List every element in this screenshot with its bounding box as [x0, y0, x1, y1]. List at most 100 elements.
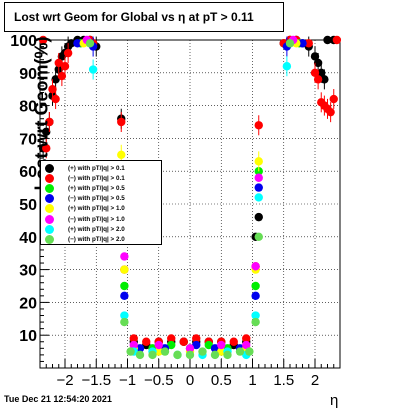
data-point-series-2 [167, 334, 176, 343]
legend-marker [45, 163, 54, 173]
legend-marker [45, 194, 54, 204]
data-point-series-4 [135, 344, 145, 353]
data-point-series-1 [323, 35, 332, 45]
y-tick-label: 80 [19, 99, 37, 116]
data-point-series-2 [51, 94, 60, 104]
data-point-series-2 [242, 334, 251, 343]
chart-title: Lost wrt Geom for Global vs η at pT > 0.… [4, 2, 284, 32]
data-point-series-6 [154, 340, 163, 350]
x-tick-label: 2 [311, 372, 319, 389]
data-point-series-4 [251, 291, 260, 301]
x-tick-label: 0.5 [211, 372, 232, 389]
data-point-series-2 [310, 68, 320, 78]
data-point-series-7 [120, 311, 129, 320]
data-point-series-5 [154, 347, 163, 356]
y-tick-label: 100 [10, 33, 37, 50]
data-point-series-7 [88, 65, 98, 74]
x-tick-label: −1.5 [81, 372, 111, 389]
data-point-series-2 [179, 337, 188, 346]
y-tick-label: 30 [19, 263, 37, 280]
x-tick-label: 1.5 [273, 372, 294, 389]
data-point-series-4 [120, 291, 129, 301]
data-point-series-8 [198, 347, 207, 356]
legend-entry: (−) with pT/|q| > 1.0 [45, 214, 161, 224]
data-point-series-1 [310, 52, 320, 61]
data-point-series-5 [254, 157, 263, 166]
data-point-series-3 [167, 340, 176, 350]
data-point-series-8 [135, 350, 145, 360]
data-point-series-2 [117, 117, 126, 127]
legend-entry: (+) with pT/|q| > 2.0 [45, 224, 161, 234]
data-point-series-2 [192, 334, 201, 343]
y-tick-label: 90 [19, 66, 37, 83]
legend-entry: (+) with pT/|q| > 0.5 [45, 183, 161, 193]
data-point-series-1 [317, 68, 326, 78]
data-point-series-2 [229, 337, 238, 346]
x-tick-label: −2 [56, 372, 73, 389]
x-tick-label: 1 [248, 372, 256, 389]
legend: (+) with pT/|q| > 0.1 (−) with pT/|q| > 0… [40, 160, 162, 245]
data-point-series-4 [192, 340, 201, 350]
x-tick-label: −1 [119, 372, 136, 389]
legend-entry: (−) with pT/|q| > 0.5 [45, 194, 161, 204]
data-point-series-8 [254, 232, 263, 241]
y-tick-label: 20 [19, 295, 37, 312]
legend-entry: (+) with pT/|q| > 0.1 [45, 163, 161, 173]
legend-label: (+) with pT/|q| > 2.0 [68, 225, 125, 233]
y-tick-label: 10 [19, 328, 37, 345]
y-tick-label: 40 [19, 230, 37, 247]
data-point-series-6 [217, 340, 226, 350]
data-point-series-1 [51, 75, 60, 84]
legend-label: (−) with pT/|q| > 0.5 [68, 195, 125, 203]
data-point-series-8 [223, 350, 232, 360]
data-point-series-2 [63, 48, 73, 58]
legend-label: (−) with pT/|q| > 1.0 [68, 215, 125, 223]
data-point-series-2 [254, 121, 263, 130]
legend-marker [45, 234, 54, 244]
y-tick-label: 70 [19, 131, 37, 148]
data-point-series-8 [173, 350, 182, 360]
y-tick-label: 50 [19, 197, 37, 214]
x-axis-label: η [330, 392, 339, 409]
data-point-series-4 [254, 183, 263, 192]
data-point-series-3 [251, 281, 260, 291]
y-tick-label: 60 [19, 164, 37, 181]
data-point-series-8 [285, 39, 295, 48]
data-point-series-2 [42, 144, 51, 153]
legend-entry: (−) with pT/|q| > 0.1 [45, 173, 161, 183]
legend-marker [45, 214, 54, 224]
data-point-series-1 [320, 75, 329, 84]
data-point-series-6 [251, 262, 260, 271]
data-point-series-2 [332, 35, 342, 45]
data-point-series-2 [60, 62, 70, 71]
data-point-series-6 [242, 340, 251, 350]
data-point-series-4 [73, 39, 82, 48]
data-point-series-2 [326, 107, 335, 117]
data-point-series-8 [245, 347, 254, 356]
data-point-series-6 [120, 252, 129, 261]
data-point-series-5 [120, 265, 129, 274]
data-point-series-5 [217, 347, 226, 356]
data-point-series-8 [120, 317, 129, 327]
data-point-series-3 [120, 281, 129, 291]
data-point-series-1 [67, 39, 76, 48]
data-point-series-2 [329, 94, 338, 104]
data-point-series-6 [129, 340, 138, 350]
data-point-series-7 [251, 311, 260, 320]
x-tick-label: 0 [186, 372, 194, 389]
data-point-series-6 [185, 344, 195, 353]
legend-marker [45, 204, 54, 214]
data-point-series-2 [129, 334, 138, 343]
legend-entry: (+) with pT/|q| > 1.0 [45, 204, 161, 214]
legend-label: (+) with pT/|q| > 0.1 [68, 164, 125, 172]
x-tick-label: −0.5 [144, 372, 174, 389]
data-point-series-2 [38, 35, 48, 45]
data-point-series-2 [57, 71, 67, 81]
data-point-series-6 [254, 173, 263, 182]
legend-marker [45, 224, 54, 234]
data-point-series-4 [298, 39, 307, 48]
legend-entry: (−) with pT/|q| > 2.0 [45, 234, 161, 244]
legend-label: (−) with pT/|q| > 0.1 [68, 174, 125, 182]
data-point-series-2 [54, 58, 63, 68]
